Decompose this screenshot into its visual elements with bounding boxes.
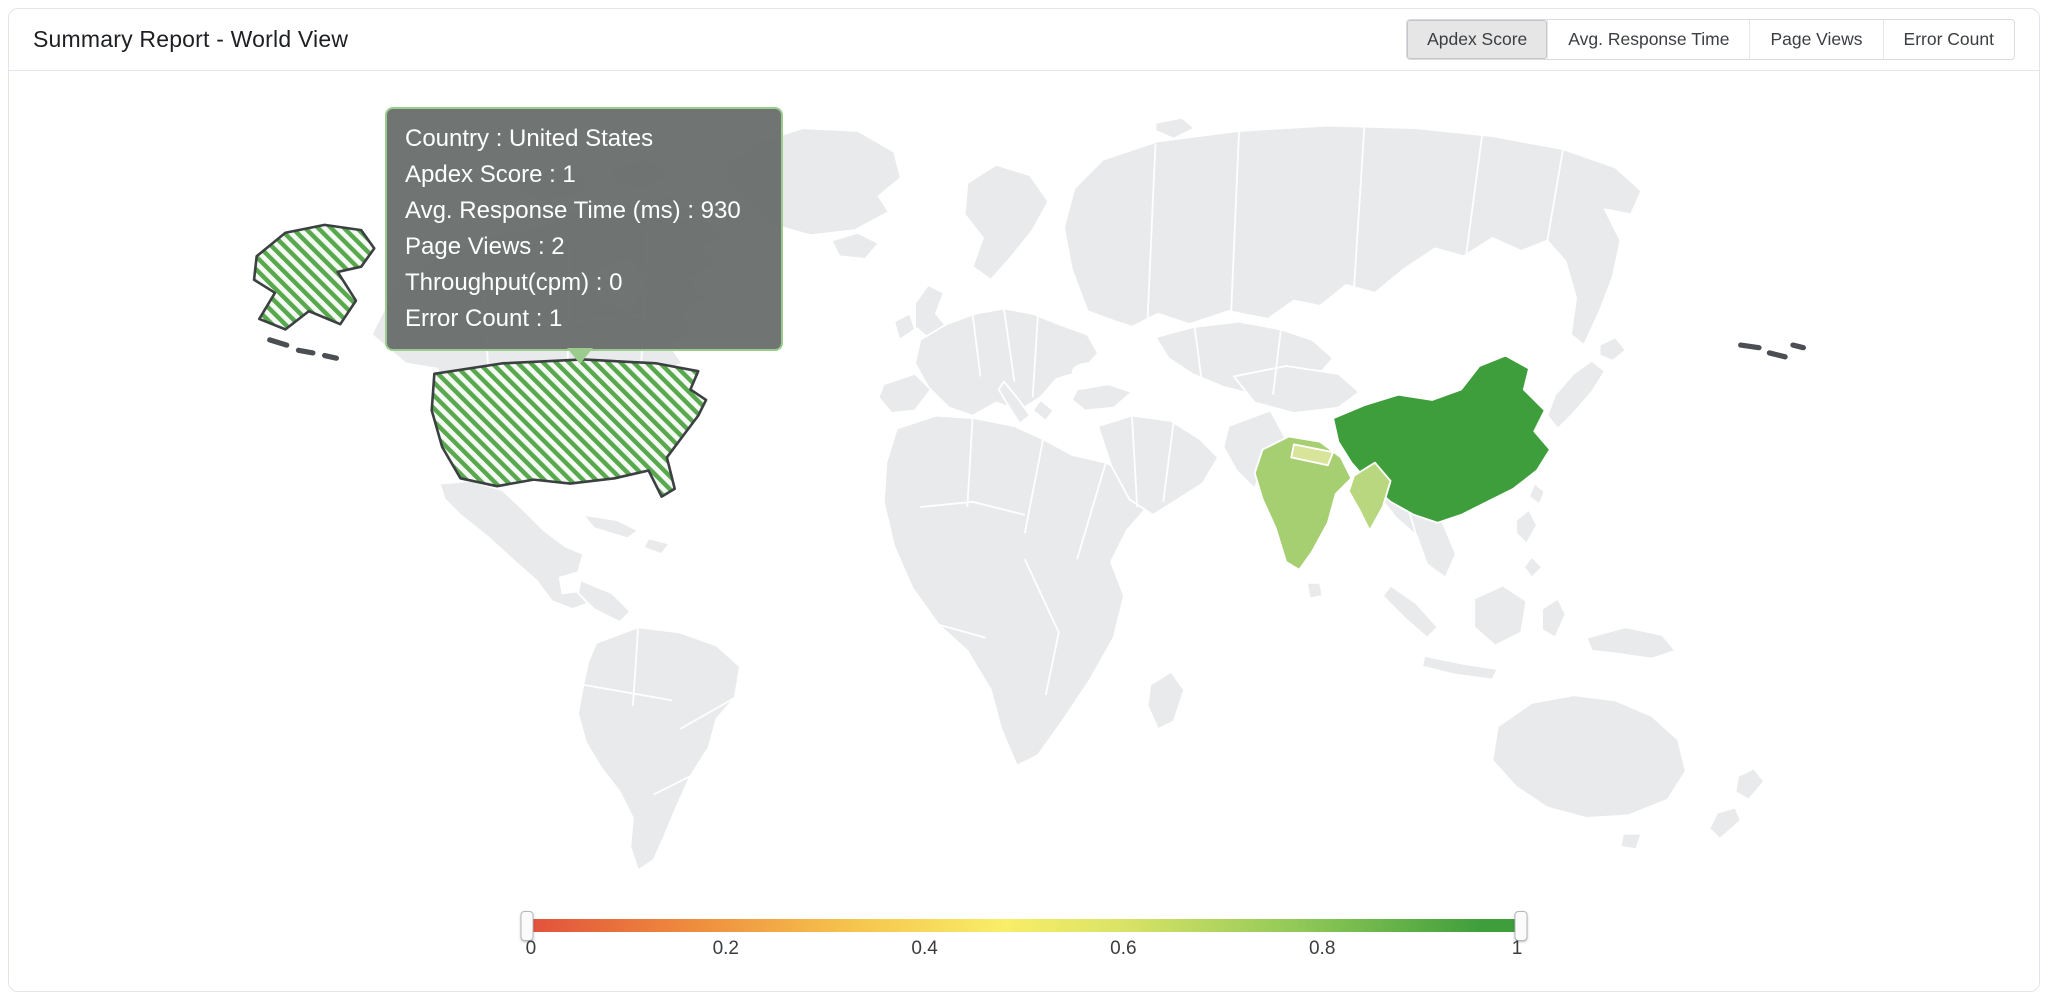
country-iceland (830, 231, 880, 260)
country-new-zealand-north (1734, 767, 1766, 801)
region-central-america (577, 579, 632, 623)
region-europe (914, 307, 1099, 417)
tooltip-error-count: Error Count : 1 (405, 305, 563, 332)
country-greece (1031, 399, 1055, 422)
country-usa-mainland (430, 358, 708, 498)
island-philippines-1 (1515, 508, 1538, 545)
highlighted-countries (1253, 354, 1551, 571)
island-hokkaido (1598, 336, 1627, 362)
tab-page-views[interactable]: Page Views (1749, 20, 1882, 59)
world-map-area: Country : United States Apdex Score : 1 … (9, 71, 2039, 991)
country-myanmar[interactable] (1347, 461, 1392, 532)
island-cuba (582, 513, 640, 540)
island-taiwan (1528, 482, 1546, 506)
country-turkey (1070, 383, 1133, 412)
country-australia (1491, 694, 1687, 819)
island-philippines-2 (1522, 555, 1544, 579)
legend-gradient-bar[interactable] (520, 910, 1528, 941)
country-new-zealand-south (1708, 806, 1742, 840)
region-scandinavia (963, 163, 1050, 281)
island-svalbard (1154, 116, 1196, 140)
hovered-country-united-states[interactable] (252, 223, 708, 498)
caspian-sea (1138, 372, 1162, 417)
metric-tab-group: Apdex Score Avg. Response Time Page View… (1406, 19, 2015, 60)
tab-avg-response-time[interactable]: Avg. Response Time (1547, 20, 1749, 59)
island-new-guinea (1585, 626, 1677, 660)
island-borneo (1473, 584, 1528, 647)
country-usa-alaska (252, 223, 376, 331)
small-islands-dark (267, 337, 1807, 361)
tab-apdex-score[interactable]: Apdex Score (1407, 20, 1548, 59)
tooltip-apdex-score: Apdex Score : 1 (405, 161, 576, 188)
page-title: Summary Report - World View (33, 26, 349, 52)
country-nepal[interactable] (1290, 443, 1335, 467)
tooltip-avg-response-time: Avg. Response Time (ms) : 930 (405, 197, 741, 224)
country-italy (997, 380, 1031, 425)
tooltip-country: Country : United States (405, 125, 654, 152)
island-java (1421, 655, 1499, 681)
country-ireland (893, 312, 916, 341)
legend-tick-labels: 0 0.2 0.4 0.6 0.8 1 (525, 938, 1523, 962)
island-tasmania (1619, 832, 1643, 851)
country-uk (914, 284, 950, 341)
baltic-sea (1001, 271, 1023, 304)
legend-tick-4: 0.8 (1308, 938, 1336, 959)
region-middle-east (1097, 414, 1220, 516)
tooltip-pointer (567, 348, 593, 364)
legend-handle-max[interactable] (1514, 910, 1528, 941)
legend-tick-3: 0.6 (1110, 938, 1137, 959)
tab-error-count[interactable]: Error Count (1882, 20, 2014, 59)
island-sri-lanka (1306, 581, 1324, 600)
black-sea (1071, 362, 1114, 381)
legend-tick-2: 0.4 (911, 938, 938, 959)
region-iberia (877, 372, 932, 414)
card-header: Summary Report - World View Apdex Score … (9, 9, 2039, 71)
legend-tick-5: 1 (1511, 938, 1523, 959)
country-africa (882, 414, 1146, 767)
map-tooltip: Country : United States Apdex Score : 1 … (385, 107, 783, 364)
country-south-america (577, 626, 741, 872)
island-madagascar (1146, 670, 1186, 731)
tooltip-page-views: Page Views : 2 (405, 233, 565, 260)
legend-tick-1: 0.2 (712, 938, 740, 959)
color-scale-legend: 0 0.2 0.4 0.6 0.8 1 (520, 910, 1528, 962)
island-hispaniola (642, 537, 671, 556)
island-sumatra (1381, 584, 1439, 639)
country-mexico (438, 480, 595, 610)
tooltip-throughput: Throughput(cpm) : 0 (405, 269, 623, 296)
legend-handle-min[interactable] (520, 910, 534, 941)
country-mongolia (1232, 365, 1361, 414)
summary-report-card: Summary Report - World View Apdex Score … (8, 8, 2040, 992)
island-sulawesi (1541, 597, 1567, 639)
country-india[interactable] (1253, 435, 1353, 571)
country-japan (1546, 359, 1606, 430)
country-russia (1063, 124, 1643, 346)
legend-tick-0: 0 (525, 938, 537, 959)
